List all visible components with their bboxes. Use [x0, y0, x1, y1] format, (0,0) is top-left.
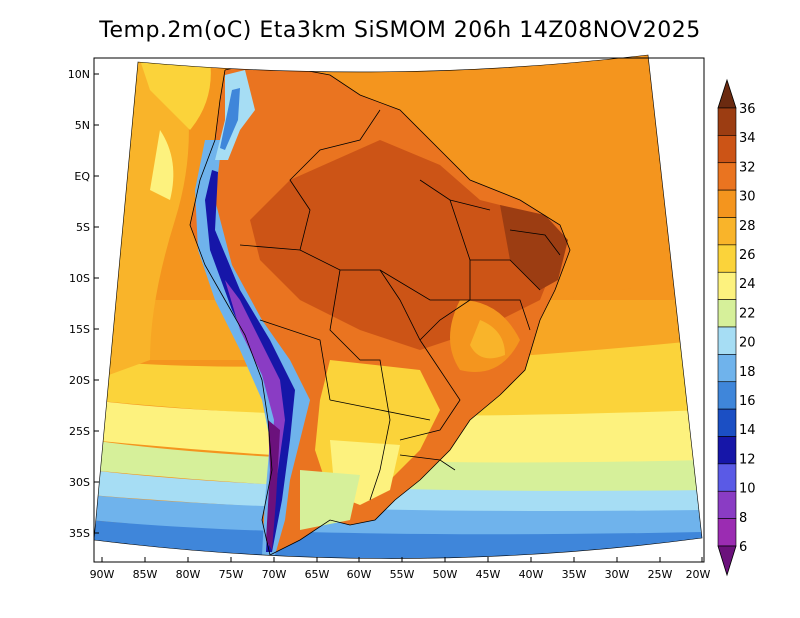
lon-label: 90W — [90, 568, 115, 581]
colorbar-label: 8 — [739, 511, 747, 526]
map-frame — [93, 57, 705, 563]
colorbar-min-arrow — [717, 545, 737, 577]
colorbar-label: 28 — [739, 219, 756, 234]
colorbar-label: 10 — [739, 482, 756, 497]
lon-label: 65W — [305, 568, 330, 581]
colorbar: 36 34 32 30 28 26 24 22 20 18 16 14 12 10 8 6 — [717, 78, 756, 577]
colorbar-label: 16 — [739, 394, 756, 409]
colorbar-label: 32 — [739, 160, 756, 175]
lat-label: EQ — [74, 170, 90, 183]
colorbar-label: 36 — [739, 102, 756, 117]
lat-label: 30S — [69, 476, 90, 489]
lon-label: 35W — [562, 568, 587, 581]
colorbar-segment — [717, 135, 737, 164]
colorbar-segment — [717, 217, 737, 246]
colorbar-label: 26 — [739, 248, 756, 263]
lon-label: 40W — [519, 568, 544, 581]
colorbar-label: 12 — [739, 452, 756, 467]
colorbar-segment — [717, 381, 737, 410]
lon-label: 45W — [476, 568, 501, 581]
colorbar-segment — [717, 408, 737, 437]
lat-label: 25S — [69, 425, 90, 438]
lat-label: 10S — [69, 272, 90, 285]
colorbar-label: 24 — [739, 277, 756, 292]
lat-label: 35S — [69, 527, 90, 540]
colorbar-segment — [717, 244, 737, 273]
colorbar-segment — [717, 271, 737, 300]
colorbar-label: 30 — [739, 190, 756, 205]
lat-label: 20S — [69, 374, 90, 387]
lat-label: 5S — [76, 221, 90, 234]
lon-label: 55W — [390, 568, 415, 581]
colorbar-segment — [717, 518, 737, 547]
colorbar-segment — [717, 354, 737, 383]
colorbar-label: 6 — [739, 540, 747, 555]
lon-label: 30W — [605, 568, 630, 581]
lon-label: 60W — [347, 568, 372, 581]
lat-label: 5N — [75, 119, 90, 132]
lon-label: 80W — [176, 568, 201, 581]
temperature-field — [94, 55, 702, 559]
colorbar-segment — [717, 326, 737, 355]
colorbar-segment — [717, 463, 737, 492]
lat-label: 10N — [68, 68, 90, 81]
colorbar-segment — [717, 436, 737, 465]
colorbar-segment — [717, 490, 737, 519]
colorbar-label: 22 — [739, 306, 756, 321]
colorbar-label: 34 — [739, 131, 756, 146]
lat-label: 15S — [69, 323, 90, 336]
colorbar-segment — [717, 299, 737, 328]
lon-label: 25W — [648, 568, 673, 581]
colorbar-label: 20 — [739, 336, 756, 351]
latitude-axis: 10N 5N EQ 5S 10S 15S 20S 25S 30S 35S — [68, 68, 99, 540]
political-borders — [189, 61, 571, 556]
colorbar-label: 18 — [739, 365, 756, 380]
colorbar-segment — [717, 107, 737, 136]
lon-label: 20W — [686, 568, 711, 581]
colorbar-segment — [717, 189, 737, 218]
colorbar-max-arrow — [717, 78, 737, 109]
lon-label: 50W — [433, 568, 458, 581]
lon-label: 75W — [219, 568, 244, 581]
colorbar-segment — [717, 162, 737, 191]
lon-label: 85W — [133, 568, 158, 581]
lon-label: 70W — [262, 568, 287, 581]
map-title: Temp.2m(oC) Eta3km SiSMOM 206h 14Z08NOV2… — [99, 18, 701, 43]
colorbar-label: 14 — [739, 423, 756, 438]
longitude-axis: 90W 85W 80W 75W 70W 65W 60W 55W 50W 45W … — [90, 557, 711, 581]
